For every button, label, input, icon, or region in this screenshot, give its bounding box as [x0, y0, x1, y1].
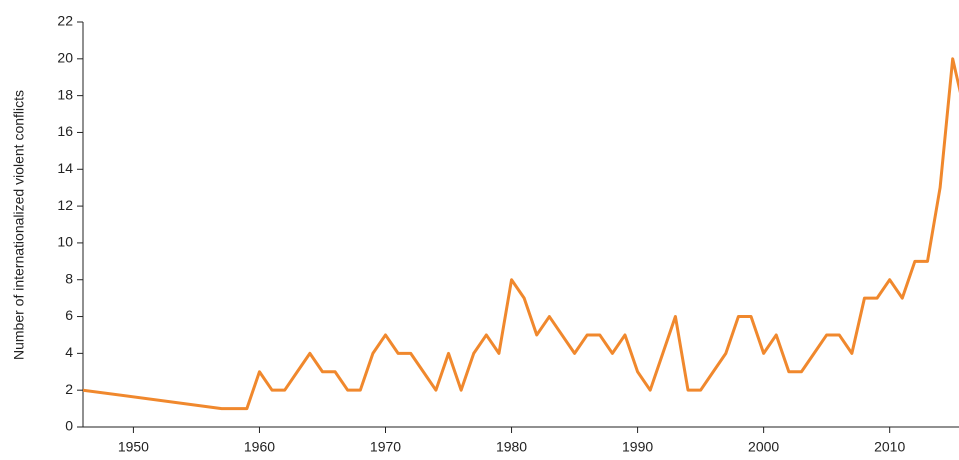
y-tick-label: 14 [57, 160, 73, 176]
y-tick-label: 8 [65, 270, 73, 286]
y-tick-label: 4 [65, 344, 73, 360]
y-tick-label: 2 [65, 381, 73, 397]
y-tick-label: 20 [57, 50, 73, 66]
x-tick-label: 1950 [118, 439, 149, 455]
x-tick-label: 2000 [748, 439, 779, 455]
y-tick-label: 0 [65, 418, 73, 434]
y-tick-label: 22 [57, 13, 73, 29]
x-tick-label: 1980 [496, 439, 527, 455]
x-tick-label: 1970 [370, 439, 401, 455]
y-tick-label: 10 [57, 234, 73, 250]
y-tick-label: 6 [65, 307, 73, 323]
line [83, 57, 959, 411]
x-tick-label: 1990 [622, 439, 653, 455]
x-tick-label: 1960 [244, 439, 275, 455]
series [83, 57, 959, 411]
y-tick-label: 16 [57, 123, 73, 139]
y-axis-label: Number of internationalized violent conf… [11, 90, 27, 360]
x-tick-label: 2010 [874, 439, 905, 455]
y-tick-label: 18 [57, 86, 73, 102]
y-tick-label: 12 [57, 197, 73, 213]
